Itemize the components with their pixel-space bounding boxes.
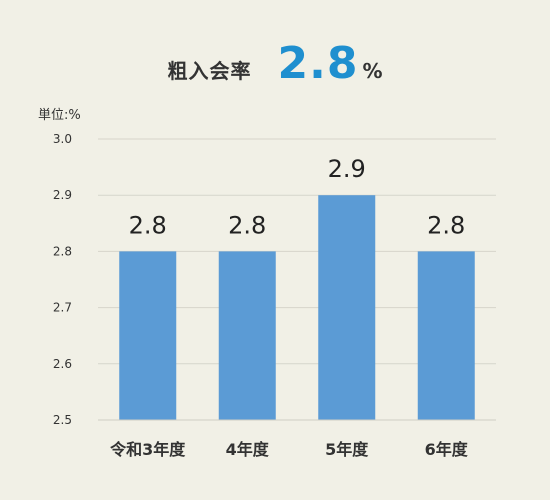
- y-tick-label: 2.7: [53, 301, 72, 315]
- category-label: 令和3年度: [109, 440, 186, 459]
- headline: 粗入会率 2.8 %: [0, 38, 550, 89]
- headline-value: 2.8: [277, 38, 359, 89]
- headline-label: 粗入会率: [167, 59, 252, 83]
- bar: [417, 251, 475, 420]
- data-label: 2.8: [129, 211, 167, 239]
- y-tick-label: 2.8: [53, 244, 72, 258]
- data-label: 2.8: [427, 211, 465, 239]
- headline-unit: %: [362, 59, 383, 83]
- category-label: 5年度: [325, 440, 369, 459]
- bar: [119, 251, 177, 420]
- y-tick-label: 3.0: [53, 132, 72, 146]
- y-tick-label: 2.9: [53, 188, 72, 202]
- data-label: 2.9: [328, 155, 366, 183]
- category-label: 6年度: [425, 440, 469, 459]
- unit-label: 単位:%: [38, 108, 81, 123]
- bar: [318, 195, 376, 420]
- y-tick-label: 2.6: [53, 357, 72, 371]
- data-label: 2.8: [228, 211, 266, 239]
- bar: [218, 251, 276, 420]
- category-label: 4年度: [226, 440, 270, 459]
- y-tick-label: 2.5: [53, 413, 72, 427]
